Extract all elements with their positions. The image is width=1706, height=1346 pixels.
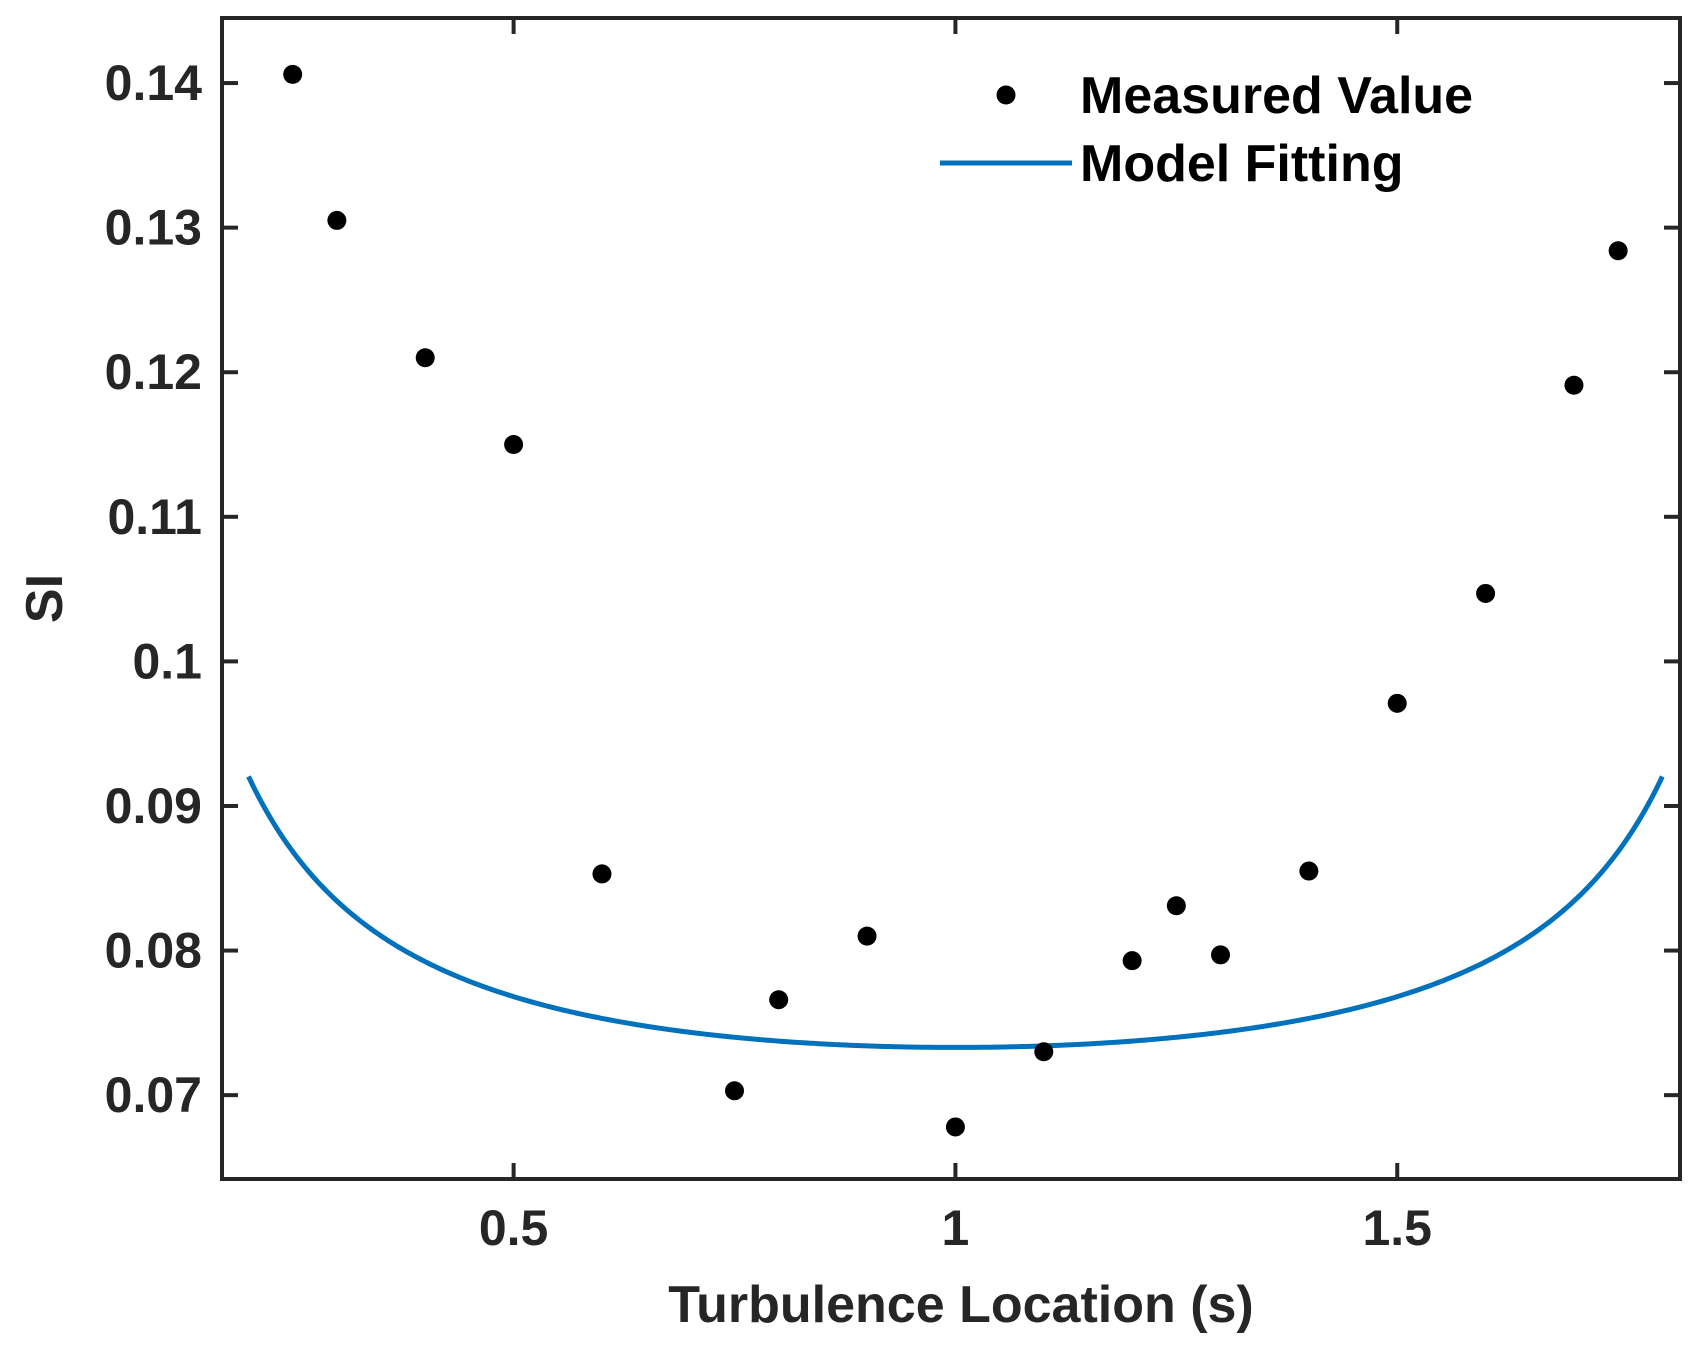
measured-value-point	[1476, 583, 1496, 603]
measured-value-point	[327, 210, 347, 230]
legend: Measured Value Model Fitting	[940, 67, 1473, 193]
measured-value-point	[725, 1081, 745, 1101]
measured-value-point	[1299, 861, 1319, 881]
measured-value-point	[1608, 241, 1628, 261]
measured-value-point	[857, 926, 877, 946]
y-tick-label: 0.12	[105, 344, 202, 400]
y-tick-label: 0.11	[107, 489, 202, 545]
axes-layer: 0.5 1 1.5 0.07 0.08 0.09 0.1 0.11 0.12 0.13 0.14 Tu…	[16, 16, 1682, 1334]
measured-value-point	[504, 435, 524, 455]
legend-label-measured: Measured Value	[1080, 67, 1473, 125]
x-tick-label: 1	[942, 1200, 970, 1256]
x-axis-label: Turbulence Location (s)	[668, 1276, 1254, 1334]
measured-value-point	[415, 348, 435, 368]
legend-label-fitting: Model Fitting	[1080, 135, 1403, 193]
model-fitting-line	[246, 775, 1665, 1050]
x-tick-label: 0.5	[479, 1200, 549, 1256]
x-tick-label: 1.5	[1362, 1200, 1432, 1256]
y-tick-label: 0.09	[105, 778, 202, 834]
y-axis-label: SI	[16, 574, 74, 623]
measured-value-point	[283, 64, 303, 84]
measured-value-point	[1034, 1042, 1054, 1062]
y-tick-label: 0.1	[132, 633, 202, 689]
measured-value-point	[769, 990, 789, 1010]
legend-marker-measured	[996, 85, 1016, 105]
measured-value-point	[1387, 693, 1407, 713]
measured-value-point	[592, 864, 612, 884]
measured-value-point	[1564, 375, 1584, 395]
y-tick-label: 0.13	[105, 200, 202, 256]
data-points-layer	[283, 64, 1628, 1137]
measured-value-point	[1211, 945, 1231, 965]
axes-box	[220, 16, 1682, 1181]
y-tick-label: 0.07	[105, 1067, 202, 1123]
y-tick-label: 0.08	[105, 923, 202, 979]
measured-value-point	[1122, 951, 1142, 971]
y-tick-label: 0.14	[105, 55, 203, 111]
fit-curve-layer	[246, 775, 1665, 1050]
measured-value-point	[1166, 896, 1186, 916]
measured-value-point	[945, 1117, 965, 1137]
